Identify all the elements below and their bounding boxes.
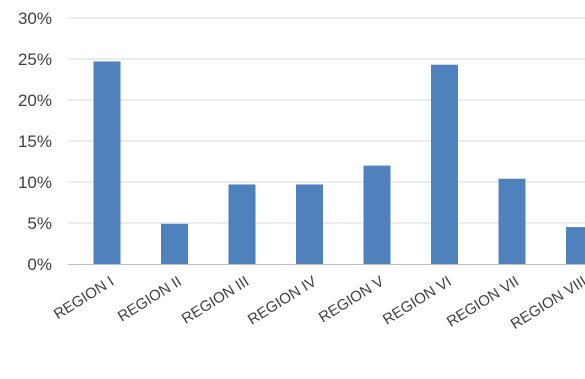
y-tick-label: 15%: [18, 132, 52, 151]
y-tick-label: 20%: [18, 91, 52, 110]
bar: [363, 165, 391, 264]
bar: [296, 184, 323, 264]
x-tick-label: REGION III: [179, 273, 252, 328]
x-tick-label: REGION II: [115, 273, 185, 325]
x-tick-label: REGION VIII: [508, 273, 585, 333]
y-tick-label: 5%: [27, 214, 52, 233]
bar: [566, 227, 585, 264]
bar: [228, 184, 256, 264]
y-tick-label: 25%: [18, 50, 52, 69]
y-tick-label: 10%: [18, 173, 52, 192]
bar: [431, 64, 458, 265]
bar: [161, 223, 188, 264]
y-tick-label: 0%: [27, 255, 52, 274]
x-tick-label: REGION IV: [245, 273, 320, 328]
y-tick-label: 30%: [18, 9, 52, 28]
y-axis-ticks: 0% 5% 10% 15% 20% 25% 30%: [18, 9, 52, 274]
x-tick-label: REGION I: [51, 273, 117, 323]
bar: [498, 178, 526, 264]
x-tick-label: REGION VI: [380, 273, 455, 328]
bar: [93, 61, 121, 265]
x-tick-label: REGION V: [316, 273, 387, 326]
bars: [93, 61, 585, 265]
